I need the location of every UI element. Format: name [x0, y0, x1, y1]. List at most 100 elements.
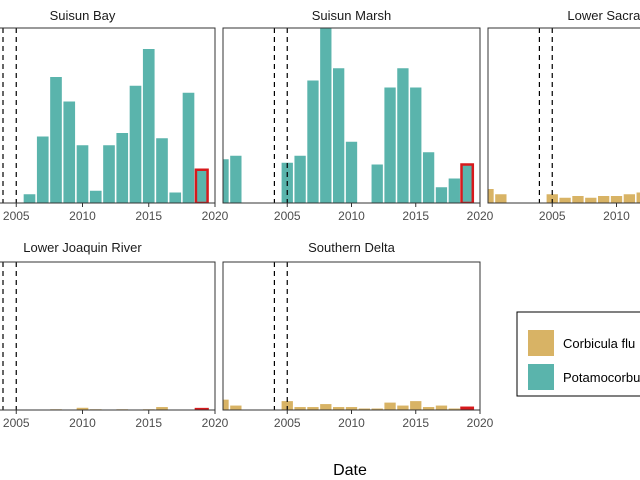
x-tick-label-2020: 2020 [467, 416, 494, 430]
bar-potamocorbula-2014 [397, 68, 409, 203]
bar-corbicula-2008 [585, 197, 597, 203]
panel-plot-area [2, 28, 209, 203]
panel-title: Lower Joaquin River [23, 240, 142, 255]
bar-corbicula-2017 [435, 405, 448, 410]
x-tick-label-2010: 2010 [338, 416, 365, 430]
panel-title: Suisun Bay [50, 8, 116, 23]
bar-corbicula-2013 [384, 402, 396, 410]
panel-plot-area [2, 262, 209, 410]
bar-potamocorbula-2019 [194, 168, 209, 203]
panel-border [0, 261, 216, 411]
bar-potamocorbula-2016 [422, 152, 435, 203]
bar-potamocorbula-2009 [63, 101, 76, 203]
bar-potamocorbula-2001 [230, 155, 242, 203]
x-tick-label-2015: 2015 [402, 209, 429, 223]
bar-potamocorbula-2017 [169, 192, 182, 203]
bar-corbicula-2006 [559, 197, 571, 203]
bar-corbicula-2000 [223, 399, 229, 410]
bar-potamocorbula-2016 [156, 138, 168, 203]
x-tick-label-2015: 2015 [135, 209, 162, 223]
bar-potamocorbula-2007 [36, 136, 49, 203]
bar-corbicula-2011 [358, 408, 371, 410]
x-tick-label-2015: 2015 [135, 416, 162, 430]
bar-potamocorbula-2012 [103, 145, 115, 203]
bar-potamocorbula-2019 [460, 163, 475, 203]
bar-potamocorbula-2009 [333, 68, 345, 203]
bar-corbicula-2008 [320, 404, 332, 410]
legend-swatch-2 [528, 364, 554, 390]
x-tick-label-2010: 2010 [69, 209, 96, 223]
x-tick-label-2005: 2005 [274, 209, 301, 223]
panel-title: Suisun Marsh [312, 8, 391, 23]
bar-corbicula-2001 [495, 194, 507, 203]
bar-potamocorbula-2013 [384, 87, 396, 203]
bar-potamocorbula-2018 [182, 92, 195, 203]
bar-corbicula-2007 [307, 407, 319, 410]
bar-potamocorbula-2015 [410, 87, 422, 203]
bar-corbicula-2000 [488, 189, 494, 203]
bar-potamocorbula-2006 [294, 155, 306, 203]
bar-corbicula-2018 [448, 408, 460, 410]
panel-suisun-marsh: 2005 2010 2015 2020 Suisun Marsh [222, 8, 494, 223]
bar-potamocorbula-2017 [435, 187, 448, 203]
panel-border [222, 261, 481, 411]
panel-title: Southern Delta [308, 240, 395, 255]
bar-corbicula-2010 [76, 407, 89, 410]
x-tick-label-2010: 2010 [69, 416, 96, 430]
bar-potamocorbula-2018 [448, 178, 460, 203]
x-tick-label-2005: 2005 [539, 209, 566, 223]
bar-potamocorbula-2008 [50, 77, 62, 203]
panel-plot-area [488, 28, 640, 203]
bar-corbicula-2012 [636, 192, 640, 203]
x-axis-title: Date [333, 462, 367, 479]
legend-label-1: Corbicula flu [563, 336, 635, 351]
bar-corbicula-2010 [610, 196, 623, 203]
x-tick-label-2015: 2015 [402, 416, 429, 430]
bar-corbicula-2010 [345, 407, 358, 410]
x-tick-label-2005: 2005 [3, 416, 30, 430]
x-tick-label-2010: 2010 [338, 209, 365, 223]
x-tick-label-2010: 2010 [603, 209, 630, 223]
bar-corbicula-2005 [281, 401, 293, 410]
panel-lower-joaquin-river: 2005 2010 2015 2020 Lower Joaquin River [0, 240, 229, 430]
bar-corbicula-2012 [371, 408, 383, 410]
bar-corbicula-2005 [546, 194, 558, 203]
bar-corbicula-2016 [422, 407, 435, 410]
legend: Corbicula flu Potamocorbu [516, 311, 640, 397]
bar-potamocorbula-2014 [129, 85, 142, 203]
bar-potamocorbula-2007 [307, 80, 319, 203]
bar-potamocorbula-2008 [320, 28, 332, 203]
legend-label-2: Potamocorbu [563, 370, 640, 385]
x-tick-label-2005: 2005 [274, 416, 301, 430]
bar-corbicula-2006 [294, 407, 306, 410]
panel-border [487, 27, 640, 204]
panel-plot-area [223, 262, 475, 410]
bar-corbicula-2009 [333, 407, 345, 410]
bar-corbicula-2009 [598, 196, 610, 203]
x-tick-label-2005: 2005 [3, 209, 30, 223]
bar-potamocorbula-2000 [223, 159, 229, 203]
bar-potamocorbula-2006 [23, 194, 36, 203]
x-tick-label-2020: 2020 [202, 209, 229, 223]
bar-corbicula-2001 [230, 405, 242, 410]
bar-potamocorbula-2011 [89, 190, 102, 203]
bar-potamocorbula-2010 [76, 145, 89, 203]
panel-southern-delta: 2005 2010 2015 2020 Southern Delta [222, 240, 494, 430]
panel-title: Lower Sacramen [567, 8, 640, 23]
panel-lower-sacramen: 2005 2010 Lower Sacramen [487, 8, 640, 223]
bar-corbicula-2011 [623, 194, 636, 203]
bar-corbicula-2016 [156, 407, 168, 410]
bar-potamocorbula-2013 [116, 133, 129, 203]
x-tick-label-2020: 2020 [467, 209, 494, 223]
bar-corbicula-2015 [410, 401, 422, 410]
panel-suisun-bay: 2005 2010 2015 2020 Suisun Bay [0, 8, 229, 223]
bar-potamocorbula-2010 [345, 141, 358, 203]
panel-plot-area [223, 28, 475, 203]
bar-corbicula-2014 [397, 405, 409, 410]
bar-potamocorbula-2012 [371, 164, 383, 203]
x-tick-label-2020: 2020 [202, 416, 229, 430]
legend-swatch-1 [528, 330, 554, 356]
bar-corbicula-2007 [572, 196, 584, 203]
